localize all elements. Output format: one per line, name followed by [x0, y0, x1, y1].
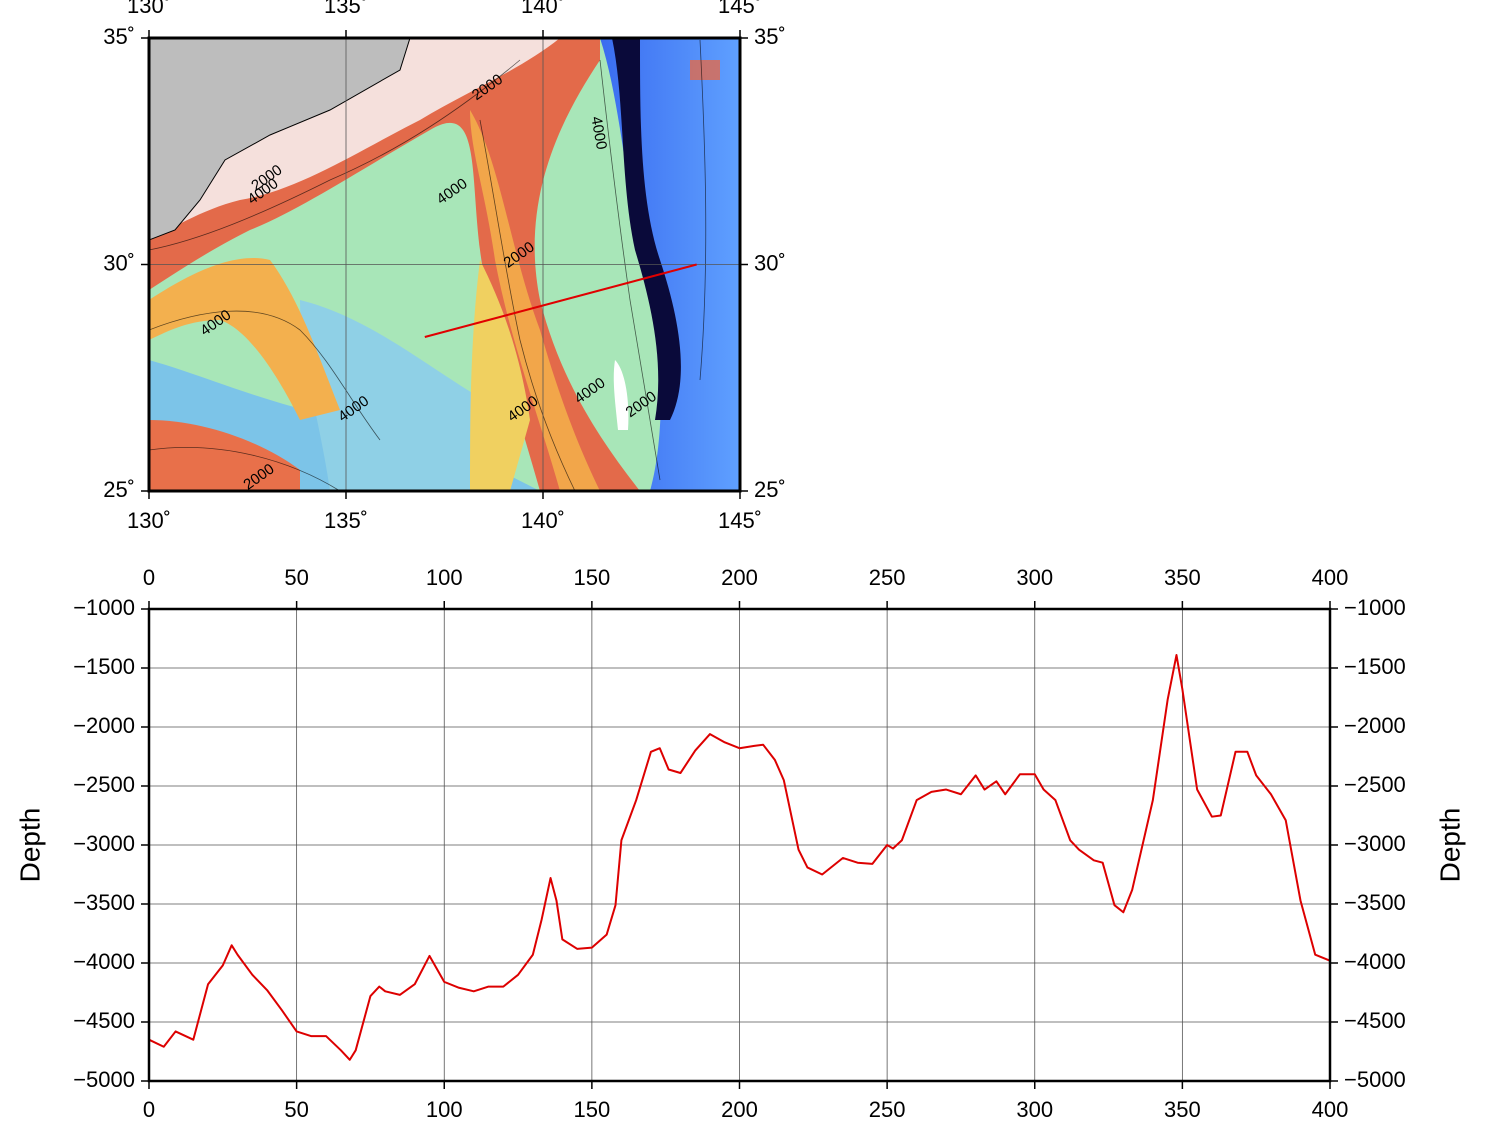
y-tick-label-right: −3000 — [1344, 831, 1406, 856]
data-line — [424, 263, 697, 338]
y-axis-label: Depth — [14, 808, 45, 883]
y-tick-label-right: −5000 — [1344, 1067, 1406, 1092]
x-tick-label-top: 100 — [426, 565, 463, 590]
y-tick-label-right: −2500 — [1344, 772, 1406, 797]
x-tick-label-top: 145˚ — [718, 0, 762, 18]
y-tick-label-right: −3500 — [1344, 890, 1406, 915]
y-tick-label: −3000 — [73, 831, 135, 856]
x-tick-label-top: 0 — [143, 565, 155, 590]
x-tick-label-top: 250 — [869, 565, 906, 590]
x-tick-label-top: 400 — [1312, 565, 1349, 590]
x-tick-label: 200 — [721, 1097, 758, 1122]
y-tick-label: −1000 — [73, 595, 135, 620]
y-tick-label-right: 35˚ — [754, 24, 786, 49]
y-tick-label: −2500 — [73, 772, 135, 797]
x-tick-label-top: 300 — [1016, 565, 1053, 590]
profile-frame — [147, 607, 1332, 1083]
x-tick-label-top: 200 — [721, 565, 758, 590]
x-tick-label: 400 — [1312, 1097, 1349, 1122]
y-axis-label-right: Depth — [1434, 808, 1465, 883]
x-tick-label-top: 140˚ — [521, 0, 565, 18]
map-frame — [147, 36, 742, 493]
contour-label: 4000 — [587, 115, 610, 151]
x-tick-label: 50 — [284, 1097, 308, 1122]
x-tick-label: 130˚ — [127, 508, 171, 533]
y-tick-label: −2000 — [73, 713, 135, 738]
data-line — [148, 654, 1331, 1061]
x-tick-label: 140˚ — [521, 508, 565, 533]
x-tick-label: 150 — [574, 1097, 611, 1122]
profile: 0 0 50 50 100 100 150 150 200 200 250 250 300 300 350 3… — [14, 565, 1465, 1122]
y-tick-label: 25˚ — [103, 477, 135, 502]
x-tick-label: 300 — [1016, 1097, 1053, 1122]
x-tick-label: 0 — [143, 1097, 155, 1122]
y-tick-label: 30˚ — [103, 250, 135, 275]
x-tick-label: 100 — [426, 1097, 463, 1122]
y-tick-label: −3500 — [73, 890, 135, 915]
x-tick-label-top: 130˚ — [127, 0, 171, 18]
x-tick-label-top: 150 — [574, 565, 611, 590]
y-tick-label-right: −1000 — [1344, 595, 1406, 620]
x-tick-label: 250 — [869, 1097, 906, 1122]
y-tick-label: −5000 — [73, 1067, 135, 1092]
x-tick-label: 350 — [1164, 1097, 1201, 1122]
y-tick-label-right: 25˚ — [754, 477, 786, 502]
x-tick-label-top: 135˚ — [324, 0, 368, 18]
y-tick-label-right: 30˚ — [754, 250, 786, 275]
y-tick-label: 35˚ — [103, 24, 135, 49]
y-tick-label: −4000 — [73, 949, 135, 974]
y-tick-label-right: −4000 — [1344, 949, 1406, 974]
y-tick-label-right: −4500 — [1344, 1008, 1406, 1033]
y-tick-label: −1500 — [73, 654, 135, 679]
y-tick-label: −4500 — [73, 1008, 135, 1033]
x-tick-label: 135˚ — [324, 508, 368, 533]
x-tick-label: 145˚ — [718, 508, 762, 533]
y-tick-label-right: −1500 — [1344, 654, 1406, 679]
x-tick-label-top: 350 — [1164, 565, 1201, 590]
x-tick-label-top: 50 — [284, 565, 308, 590]
y-tick-label-right: −2000 — [1344, 713, 1406, 738]
